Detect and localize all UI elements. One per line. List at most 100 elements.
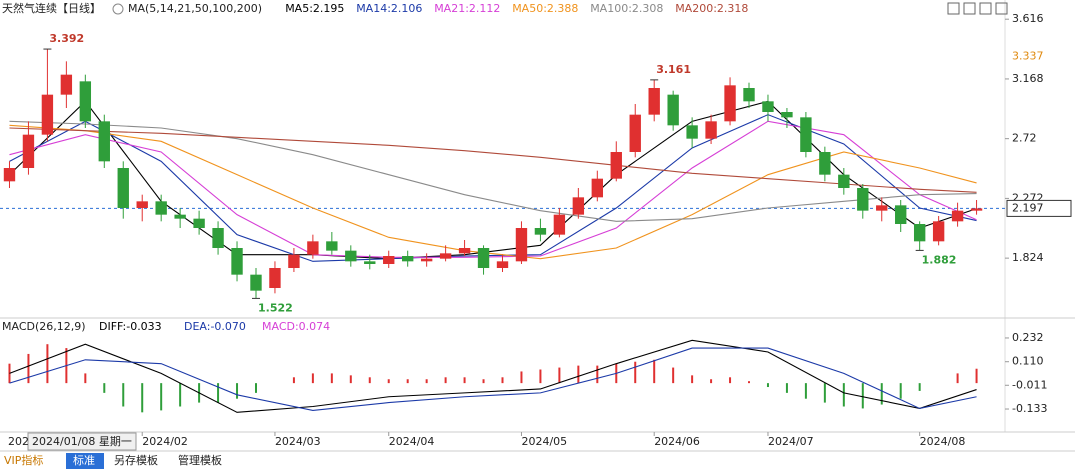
candle-body — [724, 85, 736, 122]
candle-body — [269, 268, 281, 288]
candle-body — [212, 228, 224, 248]
annotation: 3.392 — [49, 32, 84, 45]
legend-entry: MA50:2.388 — [512, 2, 578, 15]
toolbar-icon[interactable] — [947, 2, 960, 15]
y-tick-label: 3.168 — [1012, 72, 1044, 85]
candle-body — [155, 201, 167, 215]
candle-body — [79, 81, 92, 122]
candle-body — [60, 74, 73, 95]
tab-active[interactable] — [66, 453, 104, 469]
ma-line — [9, 127, 977, 193]
chart-title: 天然气连续【日线】 — [2, 1, 101, 15]
annotation: 1.882 — [922, 253, 957, 266]
candle-body — [477, 248, 490, 268]
candle-body — [876, 205, 888, 211]
candle-body — [629, 114, 641, 152]
candle-body — [193, 218, 205, 228]
crosshair-label: 2024/01/08 星期一 — [32, 435, 132, 448]
candle-body — [743, 88, 755, 102]
legend-entry: DIFF:-0.033 — [99, 320, 162, 333]
candle-body — [383, 256, 395, 264]
candle-body — [458, 248, 471, 254]
macd-title: MACD(26,12,9) — [2, 320, 86, 333]
price-label: 2.197 — [1012, 201, 1044, 214]
tab[interactable]: VIP指标 — [4, 453, 43, 467]
x-tick-label: 2024/08 — [920, 435, 966, 448]
candle-body — [307, 241, 319, 255]
ma-line — [9, 347, 977, 411]
candle-body — [117, 168, 129, 208]
tab[interactable]: 管理模板 — [178, 453, 222, 467]
candle-body — [174, 214, 186, 219]
candle-body — [857, 188, 869, 211]
candle-body — [762, 101, 774, 112]
toolbar-icons — [947, 2, 1008, 15]
annotation: 1.522 — [258, 301, 293, 314]
toolbar-icon[interactable] — [995, 2, 1008, 15]
candle-body — [41, 94, 54, 135]
x-partial-label: 202 — [8, 435, 29, 448]
ma-line — [9, 120, 977, 222]
axis-mark-label: 3.337 — [1012, 49, 1044, 62]
tab[interactable]: 标准 — [73, 453, 95, 467]
crosshair-box — [27, 432, 137, 451]
toolbar-icon[interactable] — [979, 2, 992, 15]
candle-body — [402, 256, 414, 262]
candle-body — [288, 254, 300, 268]
candle-body — [364, 261, 376, 264]
candle-body — [895, 205, 907, 224]
candle-body — [136, 201, 148, 208]
candle-body — [705, 121, 717, 139]
candle-body — [686, 125, 698, 139]
x-tick-label: 2024/05 — [521, 435, 567, 448]
candle-body — [913, 224, 926, 242]
legend-entry: MACD:0.074 — [262, 320, 330, 333]
y-tick-label: -0.011 — [1012, 378, 1047, 391]
ma-line — [9, 339, 977, 413]
candle-body — [800, 117, 812, 152]
x-tick-label: 2024/03 — [275, 435, 321, 448]
candle-body — [250, 274, 262, 291]
legend-entry: MA21:2.112 — [434, 2, 500, 15]
candle-body — [515, 228, 528, 262]
x-tick-label: 2024/07 — [768, 435, 814, 448]
candle-body — [648, 88, 660, 115]
legend-entry: MA14:2.106 — [356, 2, 422, 15]
candle-body — [591, 178, 603, 198]
candle-body — [231, 248, 243, 275]
candle-body — [496, 261, 509, 268]
toolbar-icon[interactable] — [963, 2, 976, 15]
y-tick-label: 1.824 — [1012, 251, 1044, 264]
legend-entry: MA200:2.318 — [675, 2, 748, 15]
y-tick-label: 0.232 — [1012, 331, 1044, 344]
candle-body — [439, 253, 452, 259]
y-tick-label: 2.72 — [1012, 132, 1037, 145]
y-tick-label: -0.133 — [1012, 402, 1047, 415]
candle-body — [819, 152, 831, 175]
candle-body — [345, 250, 357, 262]
candle-body — [932, 221, 945, 242]
price-box — [1006, 199, 1072, 217]
candle-body — [667, 94, 679, 126]
candle-body — [781, 112, 793, 118]
candle-body — [951, 210, 964, 222]
legend-entry: MA5:2.195 — [285, 2, 344, 15]
legend-entry: DEA:-0.070 — [184, 320, 246, 333]
y-tick-label: 0.110 — [1012, 355, 1044, 368]
candle-body — [98, 121, 110, 162]
settings-icon[interactable] — [112, 3, 124, 15]
candle-body — [838, 174, 850, 188]
annotation: 3.161 — [656, 63, 691, 76]
candle-body — [553, 214, 566, 235]
legend-entry: MA100:2.308 — [590, 2, 663, 15]
candle-body — [22, 134, 35, 168]
ma-line — [9, 100, 977, 260]
x-tick-label: 2024/04 — [389, 435, 435, 448]
tab[interactable]: 另存模板 — [114, 453, 158, 467]
indicator-label: MA(5,14,21,50,100,200) — [128, 2, 262, 15]
candle-body — [3, 168, 16, 182]
x-tick-label: 2024/02 — [142, 435, 188, 448]
candle-body — [534, 228, 547, 235]
x-tick-label: 2024/06 — [654, 435, 700, 448]
